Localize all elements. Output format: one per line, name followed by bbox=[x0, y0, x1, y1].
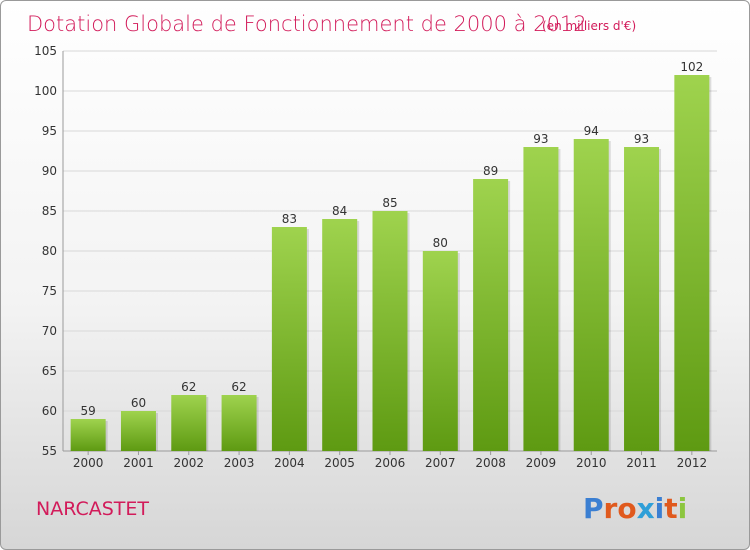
bar bbox=[271, 227, 307, 451]
bar bbox=[221, 395, 257, 451]
y-tick-label: 70 bbox=[42, 324, 57, 338]
y-tick-label: 85 bbox=[42, 204, 57, 218]
x-tick-label: 2012 bbox=[677, 456, 708, 470]
bar bbox=[120, 411, 156, 451]
x-tick-label: 2002 bbox=[173, 456, 204, 470]
y-tick-label: 60 bbox=[42, 404, 57, 418]
x-tick-label: 2000 bbox=[73, 456, 104, 470]
place-name: NARCASTET bbox=[36, 498, 149, 520]
x-tick-label: 2011 bbox=[626, 456, 657, 470]
proxiti-logo: Proxiti bbox=[583, 492, 687, 525]
bar bbox=[674, 75, 710, 451]
bar-value-label: 85 bbox=[382, 196, 397, 210]
x-tick-label: 2009 bbox=[526, 456, 557, 470]
y-tick-label: 75 bbox=[42, 284, 57, 298]
y-tick-label: 95 bbox=[42, 124, 57, 138]
y-tick-label: 105 bbox=[34, 44, 57, 58]
bar-value-label: 83 bbox=[282, 212, 297, 226]
chart-subtitle: (en milliers d'€) bbox=[542, 19, 636, 33]
x-tick-label: 2010 bbox=[576, 456, 607, 470]
y-tick-label: 55 bbox=[42, 444, 57, 458]
y-tick-label: 80 bbox=[42, 244, 57, 258]
x-tick-label: 2006 bbox=[375, 456, 406, 470]
bar bbox=[422, 251, 458, 451]
bar bbox=[573, 139, 609, 451]
bar-value-label: 93 bbox=[533, 132, 548, 146]
x-tick-label: 2007 bbox=[425, 456, 456, 470]
bars bbox=[70, 75, 712, 451]
bar-value-label: 60 bbox=[131, 396, 146, 410]
y-tick-label: 90 bbox=[42, 164, 57, 178]
bar-value-label: 93 bbox=[634, 132, 649, 146]
x-axis-ticks: 2000 2001 2002 2003 2004 2005 2006 2007 2008 2009… bbox=[73, 451, 707, 470]
bar-value-label: 89 bbox=[483, 164, 498, 178]
bar-value-label: 62 bbox=[181, 380, 196, 394]
bar-value-label: 94 bbox=[584, 124, 599, 138]
bar-value-label: 62 bbox=[231, 380, 246, 394]
bar bbox=[372, 211, 408, 451]
chart-title: Dotation Globale de Fonctionnement de 20… bbox=[27, 12, 587, 36]
x-tick-label: 2008 bbox=[475, 456, 506, 470]
bar-value-label: 84 bbox=[332, 204, 347, 218]
bar-value-label: 59 bbox=[81, 404, 96, 418]
y-axis-ticks: 55 60 65 70 75 80 85 90 95 100 105 bbox=[34, 44, 57, 458]
x-tick-label: 2001 bbox=[123, 456, 154, 470]
x-tick-label: 2004 bbox=[274, 456, 305, 470]
data-labels: 59 60 62 62 83 84 85 80 89 93 94 93 102 bbox=[81, 60, 704, 418]
x-tick-label: 2003 bbox=[224, 456, 255, 470]
bar bbox=[523, 147, 559, 451]
bar-value-label: 102 bbox=[680, 60, 703, 74]
y-tick-label: 65 bbox=[42, 364, 57, 378]
bar-value-label: 80 bbox=[433, 236, 448, 250]
bar bbox=[473, 179, 509, 451]
bar bbox=[70, 419, 106, 451]
bar bbox=[171, 395, 207, 451]
bar bbox=[624, 147, 660, 451]
y-tick-label: 100 bbox=[34, 84, 57, 98]
bar bbox=[322, 219, 358, 451]
x-tick-label: 2005 bbox=[324, 456, 355, 470]
